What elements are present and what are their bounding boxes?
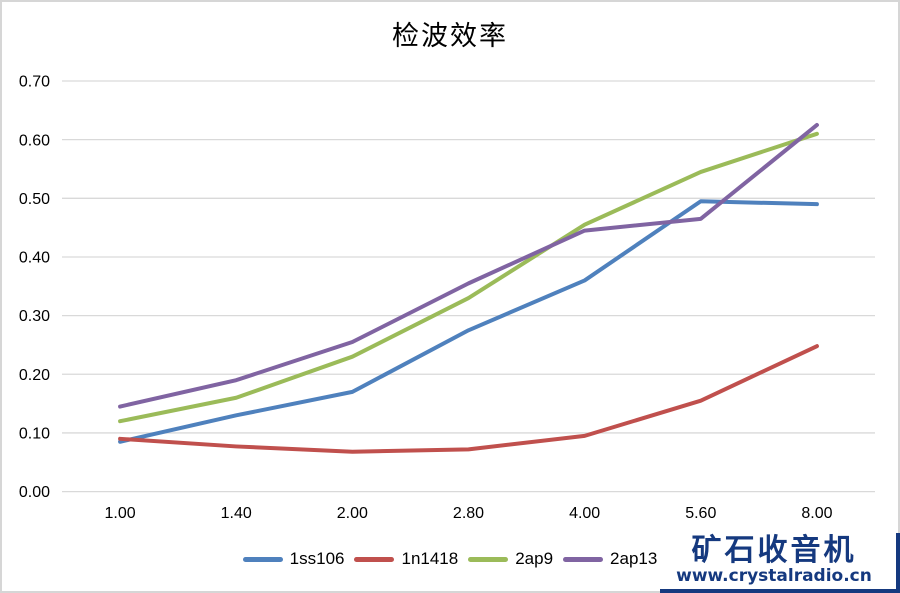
x-axis-tick-label: 1.00 (105, 505, 136, 522)
legend-label: 2ap9 (515, 549, 554, 568)
y-axis-tick-label: 0.40 (19, 250, 50, 267)
legend-label: 1n1418 (401, 549, 459, 568)
legend-swatch-1ss106 (242, 556, 283, 562)
y-axis-tick-label: 0.70 (19, 74, 50, 91)
x-axis-tick-label: 4.00 (569, 505, 600, 522)
legend-label: 1ss106 (289, 549, 345, 568)
legend-item-1ss106: 1ss106 (242, 549, 345, 569)
chart-title: 检波效率 (392, 21, 508, 52)
legend-item-1n1418: 1n1418 (354, 549, 458, 569)
y-axis-tick-label: 0.20 (19, 367, 50, 384)
watermark-site-url: www.crystalradio.cn (676, 566, 872, 586)
y-axis-tick-label: 0.30 (19, 308, 50, 325)
chart-legend: 1ss106 1n1418 2ap9 2ap13 (0, 549, 900, 569)
legend-item-2ap9: 2ap9 (468, 549, 553, 569)
x-axis-tick-label: 5.60 (685, 505, 716, 522)
legend-swatch-2ap9 (468, 556, 509, 562)
series-line-2ap9 (118, 131, 819, 424)
watermark: 矿石收音机 www.crystalradio.cn (660, 533, 900, 593)
x-axis-tick-label: 1.40 (221, 505, 252, 522)
watermark-site-name: 矿石收音机 (691, 533, 857, 568)
y-axis-tick-label: 0.00 (19, 484, 50, 501)
series-line-1n1418 (118, 344, 819, 454)
legend-label: 2ap13 (610, 549, 658, 568)
x-axis-tick-label: 8.00 (801, 505, 832, 522)
legend-swatch-2ap13 (563, 556, 604, 562)
y-axis-tick-label: 0.60 (19, 132, 50, 149)
y-axis-tick-label: 0.10 (19, 426, 50, 443)
series-line-2ap13 (118, 122, 819, 409)
legend-item-2ap13: 2ap13 (563, 549, 657, 569)
x-axis-tick-label: 2.80 (453, 505, 484, 522)
x-axis-tick-label: 2.00 (337, 505, 368, 522)
y-axis-tick-label: 0.50 (19, 191, 50, 208)
series-line-1ss106 (118, 199, 819, 444)
legend-swatch-1n1418 (354, 556, 395, 562)
